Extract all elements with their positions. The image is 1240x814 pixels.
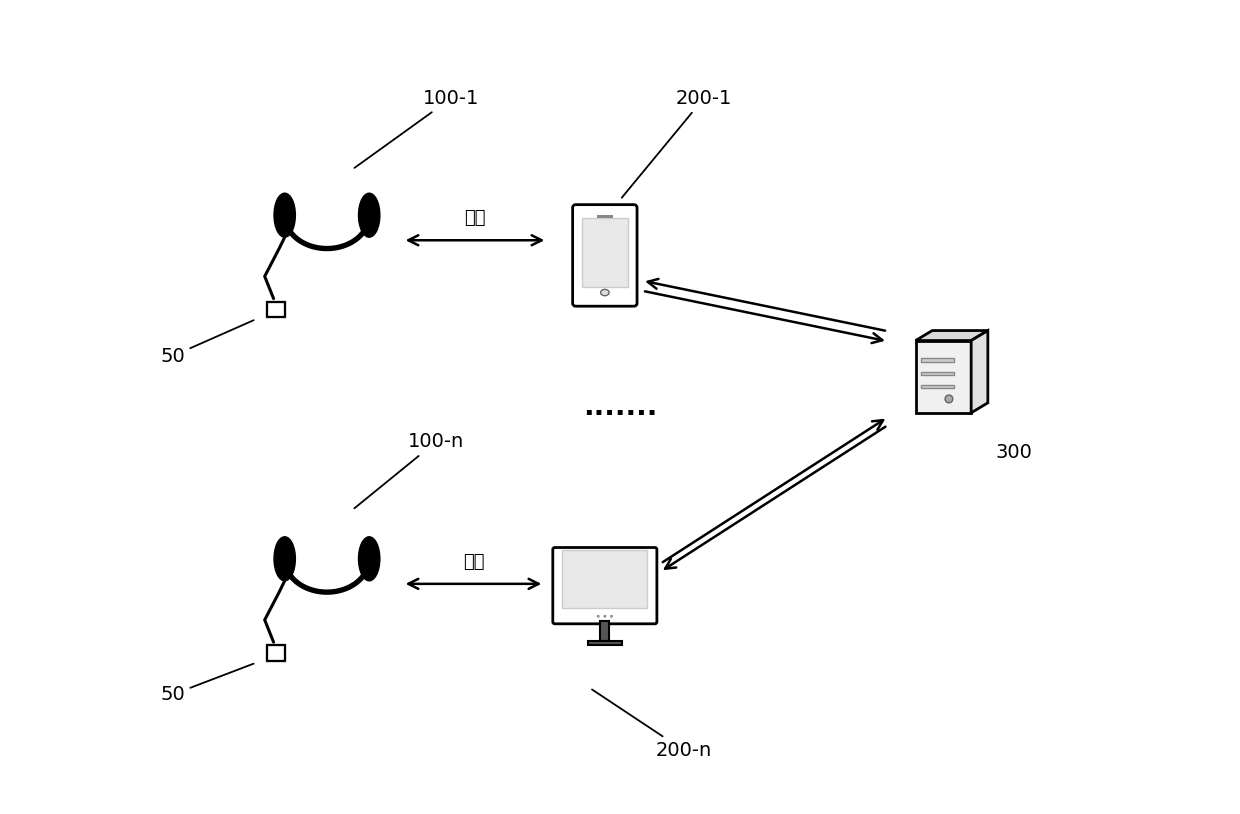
Ellipse shape <box>274 193 295 237</box>
Bar <box>562 550 647 608</box>
Bar <box>921 372 955 375</box>
Bar <box>921 385 955 388</box>
Text: 200-n: 200-n <box>591 689 712 759</box>
Ellipse shape <box>596 615 600 618</box>
Text: 蓝牙: 蓝牙 <box>464 209 486 227</box>
Bar <box>582 218 627 287</box>
FancyBboxPatch shape <box>573 204 637 306</box>
Text: 100-1: 100-1 <box>355 89 480 168</box>
FancyBboxPatch shape <box>553 548 657 624</box>
Text: 300: 300 <box>996 443 1033 462</box>
Text: 蓝牙: 蓝牙 <box>463 553 484 571</box>
Bar <box>267 302 285 317</box>
Bar <box>915 340 971 413</box>
Ellipse shape <box>358 536 379 581</box>
Ellipse shape <box>945 395 952 403</box>
Text: 200-1: 200-1 <box>621 89 732 198</box>
Polygon shape <box>971 330 988 413</box>
Bar <box>596 215 613 218</box>
Text: 100-n: 100-n <box>355 432 464 508</box>
Ellipse shape <box>600 289 609 295</box>
Bar <box>267 646 285 661</box>
Bar <box>600 621 609 641</box>
Polygon shape <box>915 330 988 340</box>
Text: 50: 50 <box>160 320 254 365</box>
Ellipse shape <box>610 615 613 618</box>
Bar <box>588 641 621 646</box>
Text: 50: 50 <box>160 663 254 704</box>
Text: .......: ....... <box>583 393 657 421</box>
Ellipse shape <box>604 615 606 618</box>
Ellipse shape <box>274 536 295 581</box>
Bar <box>921 358 955 361</box>
Ellipse shape <box>358 193 379 237</box>
